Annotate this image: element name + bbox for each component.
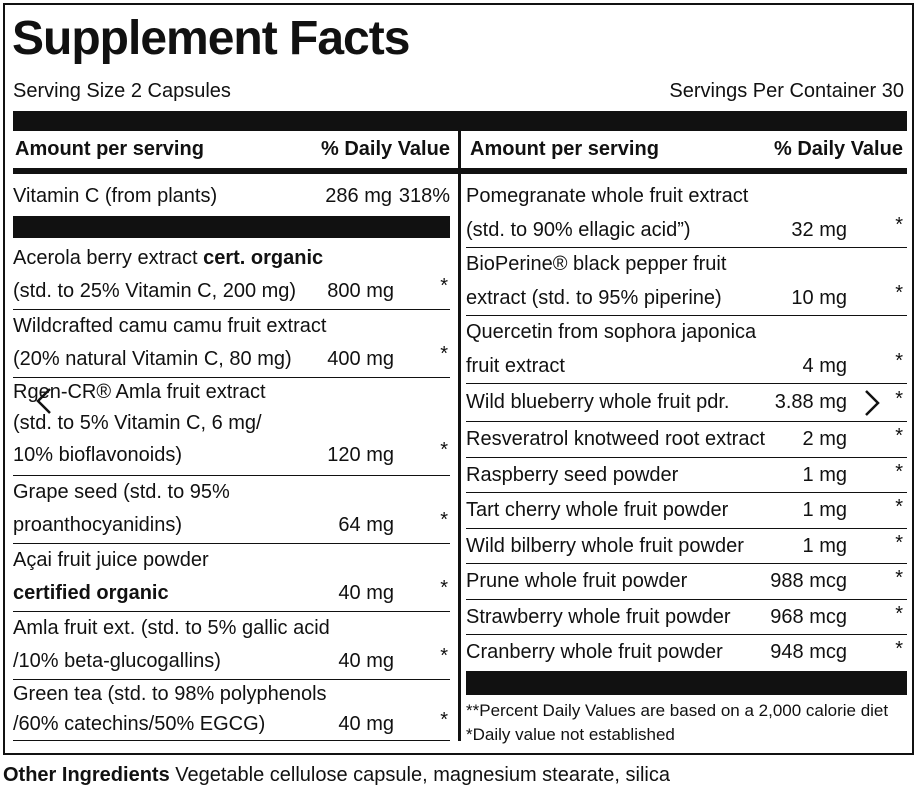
list-item: Strawberry whole fruit powder 968 mcg * xyxy=(466,600,907,635)
page-title: Supplement Facts xyxy=(12,12,410,65)
chevron-left-icon[interactable] xyxy=(34,387,54,421)
daily-value: 318% xyxy=(398,185,450,207)
list-item: Acerola berry extract cert. organic (std… xyxy=(13,242,450,310)
right-dv-header: % Daily Value xyxy=(774,138,903,160)
column-divider xyxy=(458,131,461,741)
chevron-right-icon[interactable] xyxy=(862,389,882,423)
list-item: Grape seed (std. to 95% proanthocyanidin… xyxy=(13,476,450,544)
vitamin-c-row: Vitamin C (from plants) 286 mg 318% xyxy=(13,178,450,214)
list-item: Prune whole fruit powder 988 mcg * xyxy=(466,564,907,600)
list-item: Green tea (std. to 98% polyphenols /60% … xyxy=(13,680,450,741)
list-item: Raspberry seed powder 1 mg * xyxy=(466,458,907,493)
supplement-facts-panel xyxy=(3,3,914,755)
list-item: Resveratrol knotweed root extract 2 mg * xyxy=(466,422,907,458)
list-item: Tart cherry whole fruit powder 1 mg * xyxy=(466,493,907,529)
thick-divider xyxy=(13,111,907,131)
other-ingredients: Other Ingredients Vegetable cellulose ca… xyxy=(3,764,670,786)
left-dv-header: % Daily Value xyxy=(321,138,450,160)
footnote-percent: **Percent Daily Values are based on a 2,… xyxy=(466,701,889,720)
vitamin-c-rule xyxy=(13,216,450,238)
right-amount-header: Amount per serving xyxy=(470,138,659,160)
serving-size: Serving Size 2 Capsules xyxy=(13,80,231,102)
list-item: Amla fruit ext. (std. to 5% gallic acid … xyxy=(13,612,450,680)
left-amount-header: Amount per serving xyxy=(15,138,204,160)
list-item: Quercetin from sophora japonica fruit ex… xyxy=(466,316,907,384)
list-item: Pomegranate whole fruit extract (std. to… xyxy=(466,178,907,248)
list-item: Cranberry whole fruit powder 948 mcg * xyxy=(466,638,903,663)
list-item: Wild blueberry whole fruit pdr. 3.88 mg … xyxy=(466,384,907,422)
footnote-not-established: *Daily value not established xyxy=(466,725,675,744)
list-item: Rgen-CR® Amla fruit extract (std. to 5% … xyxy=(13,378,450,476)
footnote-rule xyxy=(466,671,907,695)
list-item: Wild bilberry whole fruit powder 1 mg * xyxy=(466,529,907,564)
nutrient-amount: 286 mg xyxy=(325,185,392,207)
servings-per-container: Servings Per Container 30 xyxy=(669,80,904,102)
list-item: Wildcrafted camu camu fruit extract (20%… xyxy=(13,310,450,378)
nutrient-name: Vitamin C (from plants) xyxy=(13,185,218,207)
list-item: BioPerine® black pepper fruit extract (s… xyxy=(466,248,907,316)
list-item: Açai fruit juice powder certified organi… xyxy=(13,544,450,612)
